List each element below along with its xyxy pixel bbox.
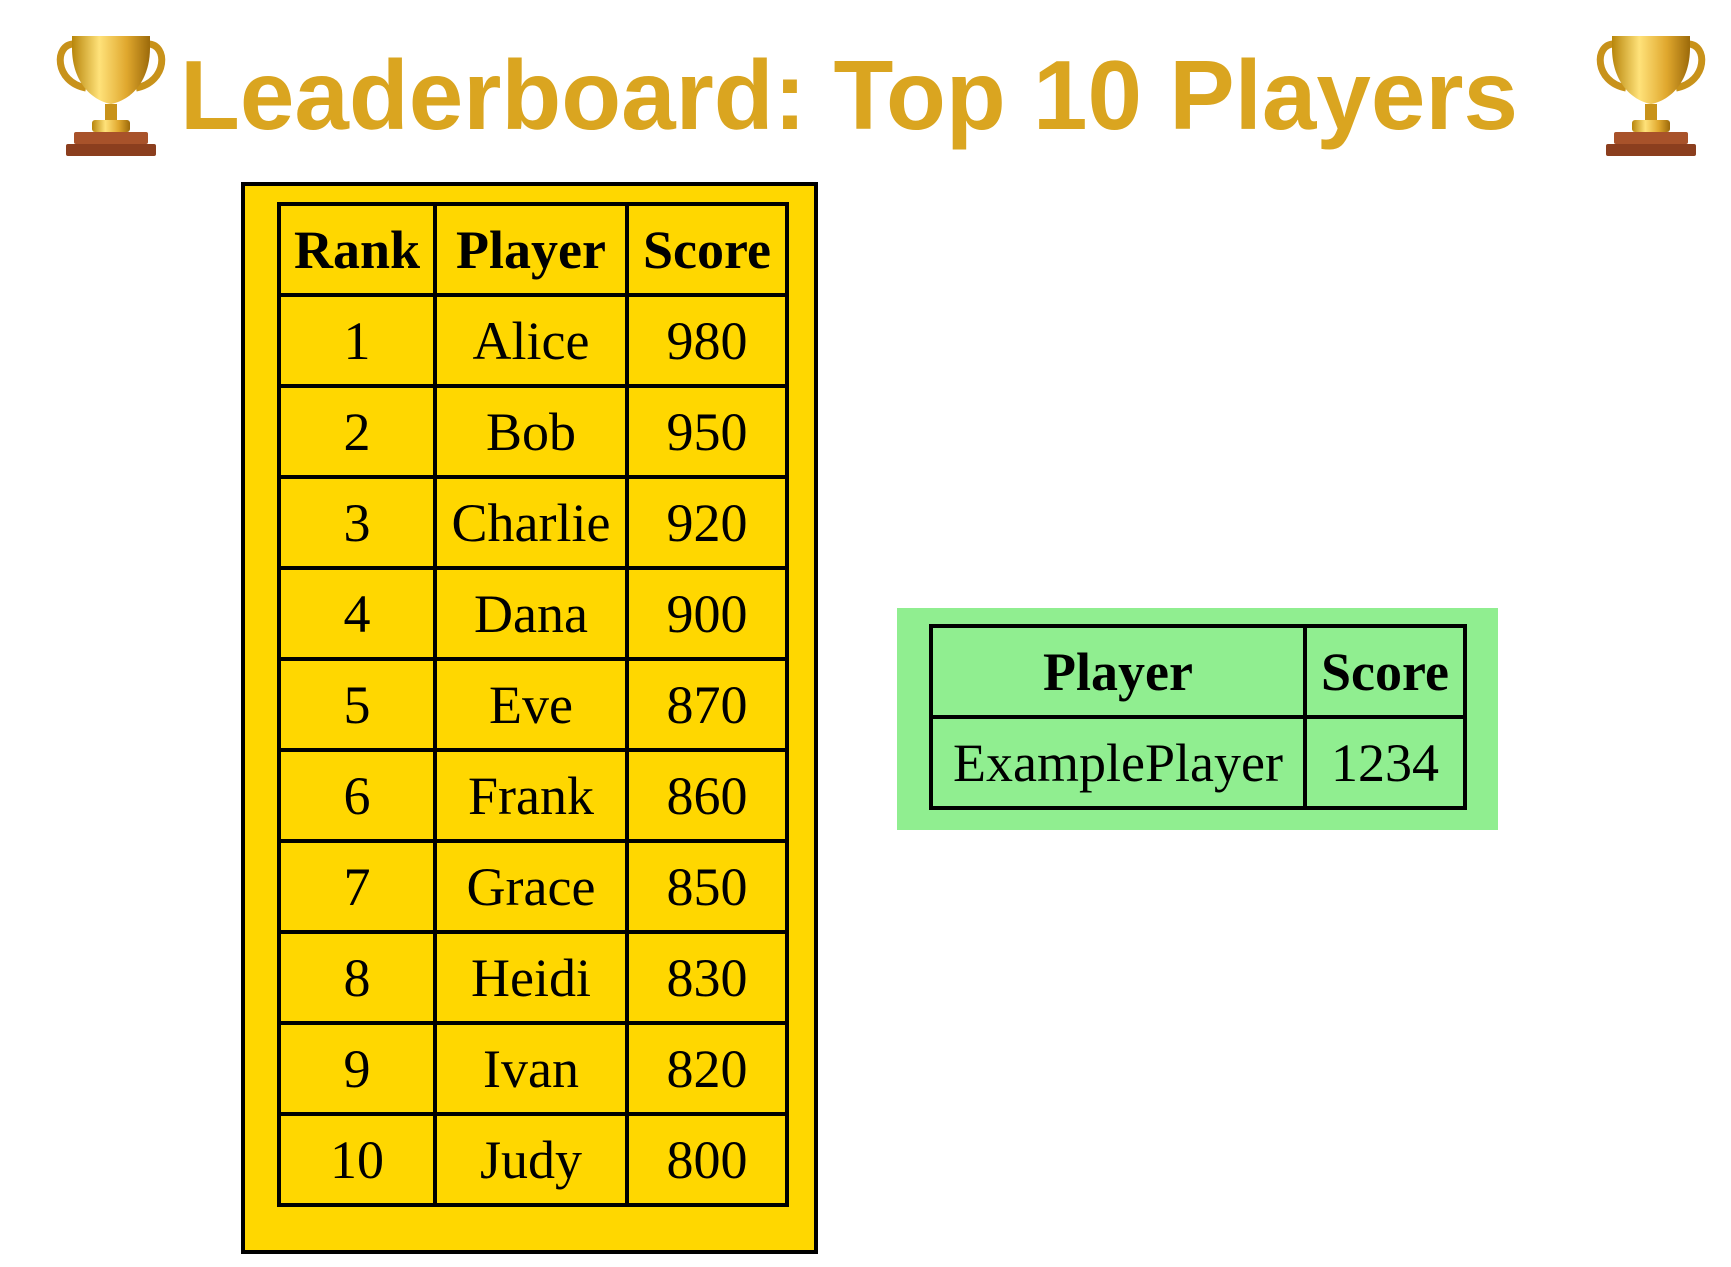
rank-cell: 10 — [277, 1112, 437, 1207]
leaderboard-panel: Rank Player Score 1 Alice 980 2 Bob 950 … — [241, 182, 818, 1254]
column-header-score: Score — [1303, 624, 1467, 719]
player-cell: Alice — [433, 293, 629, 388]
table-row: 2 Bob 950 — [277, 384, 789, 479]
leaderboard-table: Rank Player Score 1 Alice 980 2 Bob 950 … — [277, 202, 789, 1207]
player-cell: Heidi — [433, 930, 629, 1025]
rank-cell: 5 — [277, 657, 437, 752]
table-header-row: Rank Player Score — [277, 202, 789, 297]
table-row: 4 Dana 900 — [277, 566, 789, 661]
score-cell: 870 — [625, 657, 789, 752]
table-row: 3 Charlie 920 — [277, 475, 789, 570]
column-header-score: Score — [625, 202, 789, 297]
score-cell: 950 — [625, 384, 789, 479]
player-cell: Charlie — [433, 475, 629, 570]
table-row: 6 Frank 860 — [277, 748, 789, 843]
column-header-rank: Rank — [277, 202, 437, 297]
column-header-player: Player — [433, 202, 629, 297]
column-header-player: Player — [929, 624, 1307, 719]
score-cell: 980 — [625, 293, 789, 388]
trophy-icon — [1596, 36, 1706, 156]
rank-cell: 9 — [277, 1021, 437, 1116]
rank-cell: 4 — [277, 566, 437, 661]
score-cell: 850 — [625, 839, 789, 934]
player-cell: Dana — [433, 566, 629, 661]
score-cell: 900 — [625, 566, 789, 661]
table-row: 10 Judy 800 — [277, 1112, 789, 1207]
score-cell: 830 — [625, 930, 789, 1025]
player-cell: Grace — [433, 839, 629, 934]
table-row: 1 Alice 980 — [277, 293, 789, 388]
player-cell: Judy — [433, 1112, 629, 1207]
score-cell: 860 — [625, 748, 789, 843]
score-cell: 800 — [625, 1112, 789, 1207]
score-cell: 1234 — [1303, 715, 1467, 810]
page-title: Leaderboard: Top 10 Players — [180, 40, 1518, 150]
table-row: 8 Heidi 830 — [277, 930, 789, 1025]
score-cell: 920 — [625, 475, 789, 570]
player-cell: Ivan — [433, 1021, 629, 1116]
table-row: 5 Eve 870 — [277, 657, 789, 752]
page-header: Leaderboard: Top 10 Players — [0, 25, 1731, 156]
player-cell: ExamplePlayer — [929, 715, 1307, 810]
table-row: 7 Grace 850 — [277, 839, 789, 934]
rank-cell: 8 — [277, 930, 437, 1025]
player-cell: Bob — [433, 384, 629, 479]
rank-cell: 3 — [277, 475, 437, 570]
current-player-table: Player Score ExamplePlayer 1234 — [929, 624, 1467, 810]
table-row: 9 Ivan 820 — [277, 1021, 789, 1116]
player-cell: Eve — [433, 657, 629, 752]
table-row: ExamplePlayer 1234 — [929, 715, 1467, 810]
score-cell: 820 — [625, 1021, 789, 1116]
table-header-row: Player Score — [929, 624, 1467, 719]
rank-cell: 7 — [277, 839, 437, 934]
rank-cell: 1 — [277, 293, 437, 388]
rank-cell: 2 — [277, 384, 437, 479]
rank-cell: 6 — [277, 748, 437, 843]
current-player-panel: Player Score ExamplePlayer 1234 — [897, 608, 1498, 830]
trophy-icon — [56, 36, 166, 156]
player-cell: Frank — [433, 748, 629, 843]
